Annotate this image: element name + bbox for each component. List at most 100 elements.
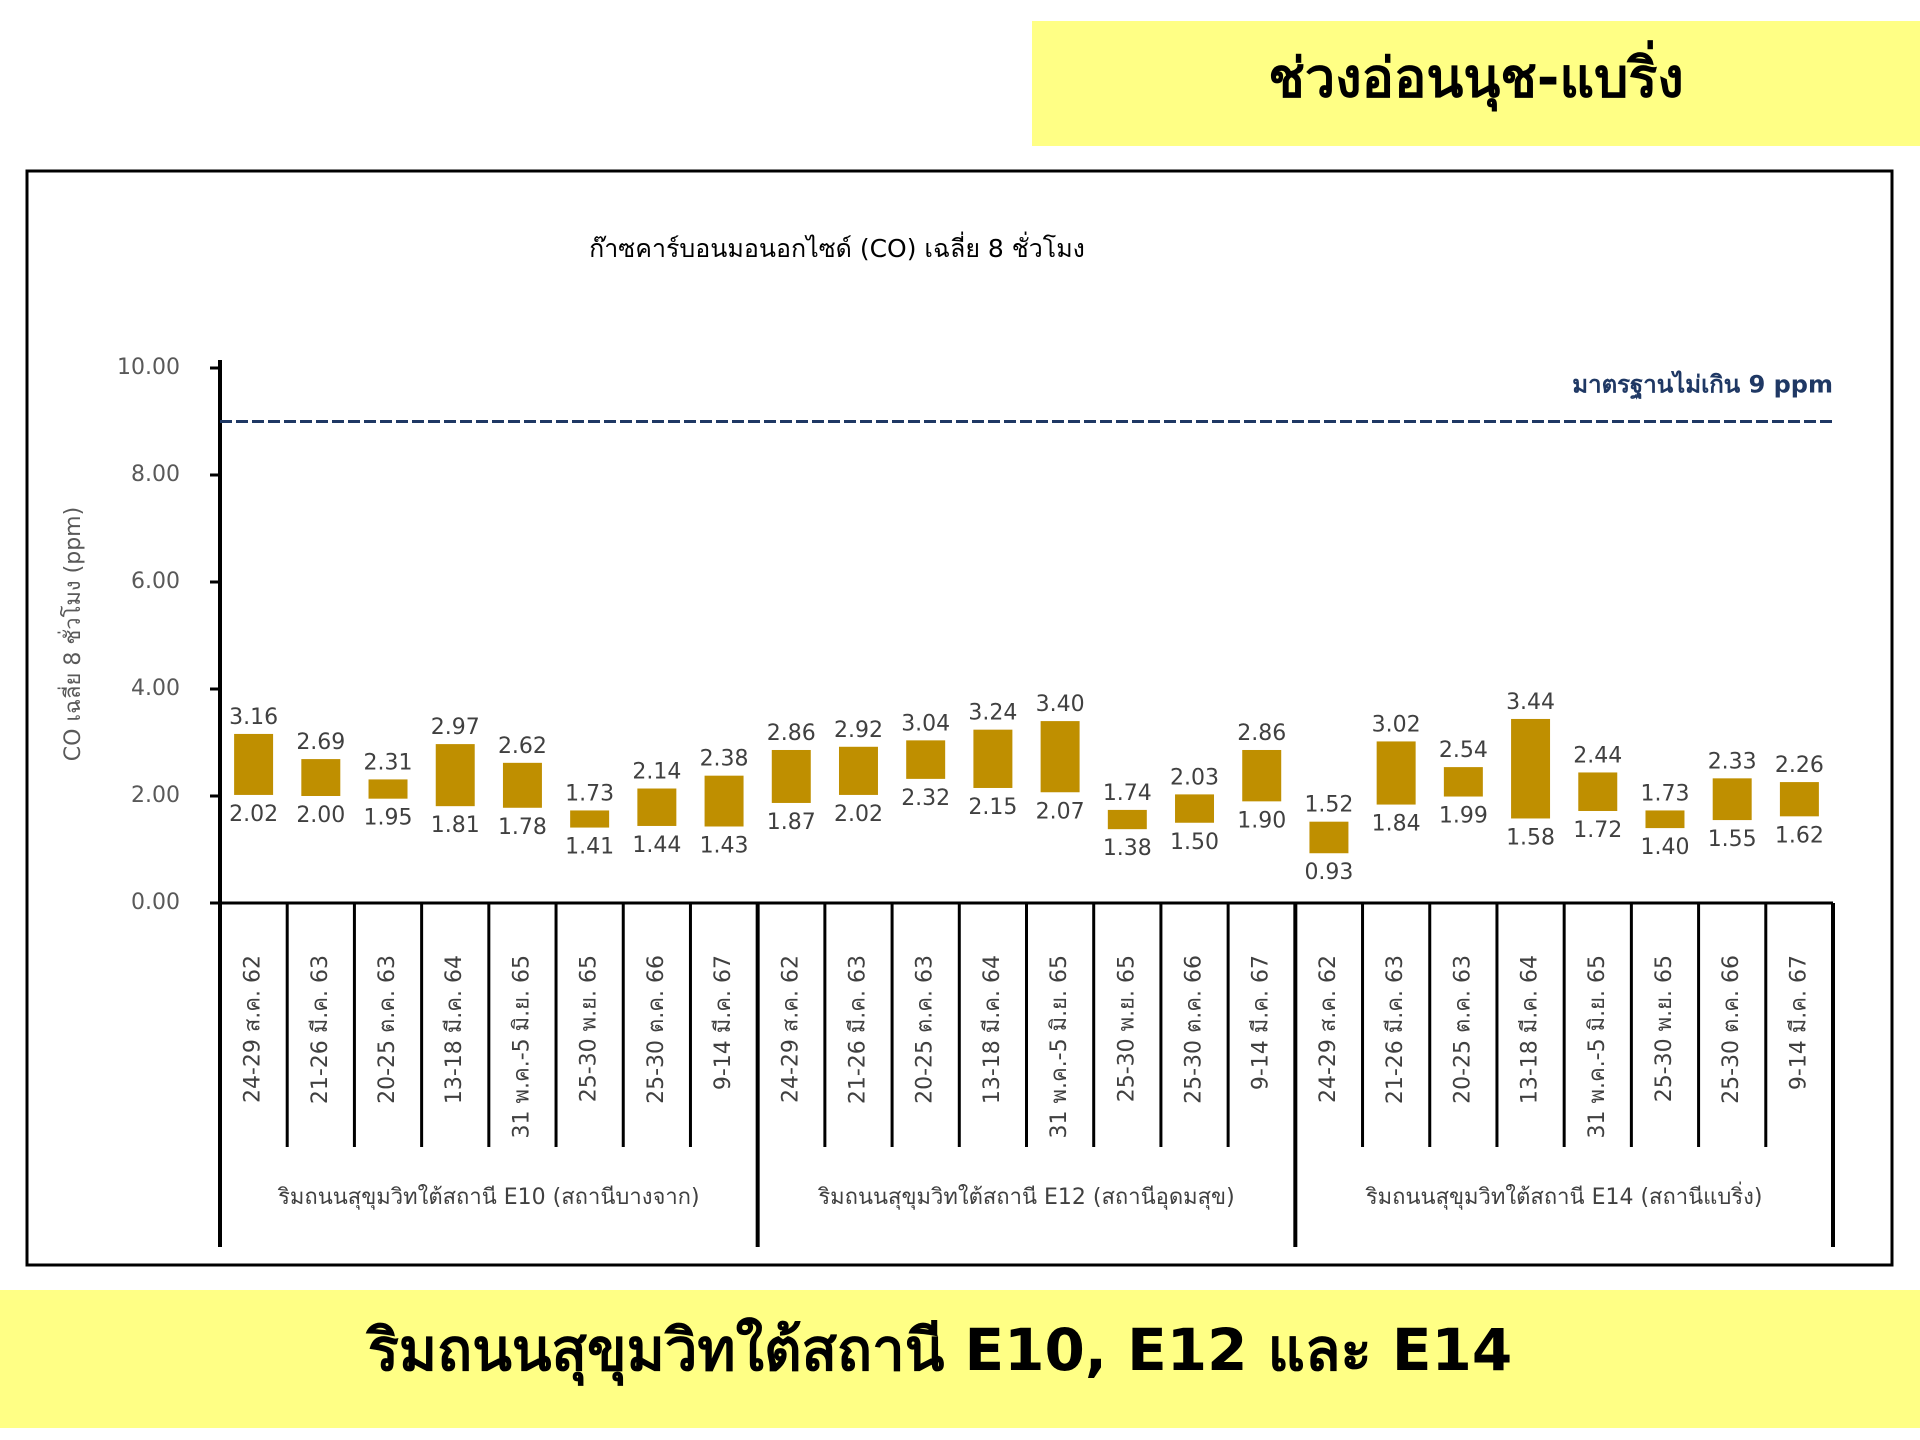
high-label: 3.04: [901, 711, 950, 736]
low-label: 1.62: [1775, 823, 1824, 848]
x-tick-label: 20-25 ต.ค. 63: [913, 955, 938, 1104]
header-title: ช่วงอ่อนนุช-แบริ่ง: [1268, 40, 1684, 113]
high-label: 3.40: [1036, 692, 1085, 717]
range-bar: [368, 779, 408, 799]
low-label: 2.07: [1036, 799, 1085, 824]
high-label: 3.16: [229, 705, 278, 730]
x-tick-label: 13-18 มี.ค. 64: [1518, 955, 1543, 1104]
range-bar: [570, 810, 610, 828]
range-bar: [1242, 749, 1282, 802]
range-bar: [234, 733, 274, 795]
y-tick-label: 10.00: [117, 355, 180, 380]
low-label: 1.99: [1439, 804, 1488, 829]
range-bar: [704, 775, 744, 827]
low-label: 1.95: [364, 806, 413, 831]
range-bar: [1645, 810, 1685, 829]
x-tick-label: 24-29 ส.ค. 62: [1316, 955, 1341, 1103]
high-label: 3.02: [1372, 712, 1421, 737]
x-tick-label: 20-25 ต.ค. 63: [1450, 955, 1475, 1104]
x-tick-label: 31 พ.ค.-5 มิ.ย. 65: [509, 955, 534, 1139]
x-tick-label: 25-30 ต.ค. 66: [1719, 955, 1744, 1104]
high-label: 2.26: [1775, 753, 1824, 778]
x-tick-label: 9-14 มี.ค. 67: [1249, 955, 1274, 1090]
x-tick-label: 9-14 มี.ค. 67: [1786, 955, 1811, 1090]
high-label: 2.97: [431, 715, 480, 740]
low-label: 1.72: [1573, 818, 1622, 843]
high-label: 2.31: [364, 750, 413, 775]
high-label: 2.86: [767, 721, 816, 746]
threshold-label: มาตรฐานไม่เกิน 9 ppm: [1572, 370, 1833, 401]
x-tick-label: 9-14 มี.ค. 67: [711, 955, 736, 1090]
range-bar: [1779, 782, 1819, 817]
range-bar: [301, 759, 341, 796]
x-tick-label: 31 พ.ค.-5 มิ.ย. 65: [1585, 955, 1610, 1139]
range-bar: [1040, 721, 1080, 793]
x-tick-label: 25-30 พ.ย. 65: [1652, 955, 1677, 1102]
x-tick-label: 13-18 มี.ค. 64: [442, 955, 467, 1104]
high-label: 1.73: [565, 781, 614, 806]
header-band: [1032, 21, 1920, 146]
low-label: 1.43: [700, 833, 749, 858]
low-label: 1.55: [1708, 827, 1757, 852]
high-label: 2.69: [296, 730, 345, 755]
x-tick-label: 31 พ.ค.-5 มิ.ย. 65: [1047, 955, 1072, 1139]
x-tick-label: 21-26 มี.ค. 63: [1383, 955, 1408, 1104]
chart-title: ก๊าซคาร์บอนมอนอกไซด์ (CO) เฉลี่ย 8 ชั่วโ…: [589, 231, 1085, 263]
low-label: 2.32: [901, 786, 950, 811]
plot: 0.00 2.00 4.00 6.00 8.00 10.00 มาตรฐานไม่เกิน …: [117, 355, 1835, 1247]
low-label: 1.41: [565, 835, 614, 860]
range-bar: [1712, 778, 1752, 821]
range-bar: [1443, 767, 1483, 797]
y-tick-label: 8.00: [131, 462, 180, 487]
group-label: ริมถนนสุขุมวิทใต้สถานี E12 (สถานีอุดมสุข…: [817, 1184, 1235, 1210]
range-bar: [502, 762, 542, 808]
range-bar: [1511, 718, 1551, 819]
y-tick-label: 0.00: [131, 890, 180, 915]
x-tick-label: 21-26 มี.ค. 63: [308, 955, 333, 1104]
low-label: 1.81: [431, 813, 480, 838]
high-label: 2.62: [498, 734, 547, 759]
high-label: 2.86: [1237, 721, 1286, 746]
group-label: ริมถนนสุขุมวิทใต้สถานี E14 (สถานีแบริ่ง): [1365, 1181, 1763, 1210]
high-label: 1.73: [1640, 781, 1689, 806]
high-label: 2.54: [1439, 738, 1488, 763]
high-label: 2.33: [1708, 749, 1757, 774]
high-label: 3.44: [1506, 690, 1555, 715]
x-tick-label: 21-26 มี.ค. 63: [845, 955, 870, 1104]
high-label: 2.44: [1573, 743, 1622, 768]
x-tick-label: 13-18 มี.ค. 64: [980, 955, 1005, 1104]
range-bar: [435, 744, 475, 807]
low-label: 1.90: [1237, 808, 1286, 833]
x-tick-label: 25-30 พ.ย. 65: [1114, 955, 1139, 1102]
low-label: 2.02: [834, 802, 883, 827]
low-label: 1.40: [1640, 835, 1689, 860]
group-label: ริมถนนสุขุมวิทใต้สถานี E10 (สถานีบางจาก): [277, 1184, 700, 1210]
range-bar: [1376, 741, 1416, 805]
y-axis-label: CO เฉลี่ย 8 ชั่วโมง (ppm): [57, 507, 86, 761]
y-tick-label: 6.00: [131, 569, 180, 594]
low-label: 1.38: [1103, 836, 1152, 861]
high-label: 2.03: [1170, 765, 1219, 790]
footer-title: ริมถนนสุขุมวิทใต้สถานี E10, E12 และ E14: [365, 1316, 1512, 1387]
low-label: 1.78: [498, 815, 547, 840]
x-tick-label: 25-30 ต.ค. 66: [1182, 955, 1207, 1104]
range-bar: [1578, 772, 1618, 811]
footer-band: [0, 1290, 1920, 1428]
x-tick-label: 20-25 ต.ค. 63: [375, 955, 400, 1104]
range-bar: [1309, 821, 1349, 854]
low-label: 2.02: [229, 802, 278, 827]
high-label: 2.38: [700, 747, 749, 772]
low-label: 2.15: [968, 795, 1017, 820]
y-tick-label: 2.00: [131, 783, 180, 808]
range-bar: [1107, 809, 1147, 830]
high-label: 2.14: [632, 760, 681, 785]
low-label: 2.00: [296, 803, 345, 828]
high-label: 2.92: [834, 718, 883, 743]
range-bar: [838, 746, 878, 795]
y-tick-label: 4.00: [131, 676, 180, 701]
low-label: 1.44: [632, 833, 681, 858]
high-label: 1.74: [1103, 781, 1152, 806]
low-label: 1.87: [767, 810, 816, 835]
low-label: 1.50: [1170, 830, 1219, 855]
